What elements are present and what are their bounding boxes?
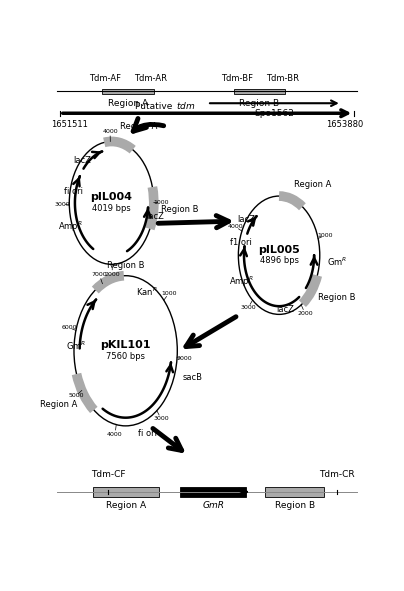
Text: pIL004: pIL004 <box>90 193 133 203</box>
Text: 1000: 1000 <box>153 200 168 205</box>
Text: lacZ: lacZ <box>73 155 91 164</box>
Text: 4000: 4000 <box>102 129 118 134</box>
Text: lacZ: lacZ <box>146 212 164 221</box>
Text: Region B: Region B <box>240 99 280 108</box>
Text: 2000: 2000 <box>105 272 120 277</box>
Text: Gm$^R$: Gm$^R$ <box>327 255 348 268</box>
Text: 3000: 3000 <box>153 416 169 421</box>
Text: Putative: Putative <box>135 102 176 111</box>
Text: 1000: 1000 <box>161 291 177 296</box>
Text: Gm$^R$: Gm$^R$ <box>66 340 86 352</box>
Text: Region A: Region A <box>120 122 158 131</box>
Text: Tdm-BF: Tdm-BF <box>221 74 253 83</box>
Text: f1 ori: f1 ori <box>230 238 252 247</box>
Text: 4000: 4000 <box>107 432 123 437</box>
Bar <box>93 487 158 497</box>
Text: lacZ: lacZ <box>237 215 255 225</box>
Text: pKIL101: pKIL101 <box>101 340 151 350</box>
Text: fi ori: fi ori <box>64 187 83 196</box>
Text: 4019 bps: 4019 bps <box>92 204 131 213</box>
Text: pIL005: pIL005 <box>258 245 300 255</box>
Text: Region A: Region A <box>294 180 331 190</box>
Text: lacZ: lacZ <box>276 304 294 313</box>
Text: Region B: Region B <box>107 261 144 270</box>
Text: 2000: 2000 <box>297 311 313 316</box>
Text: 3000: 3000 <box>55 202 70 207</box>
Text: 3000: 3000 <box>240 306 256 310</box>
Text: Tdm-CR: Tdm-CR <box>319 470 355 479</box>
Text: GmR: GmR <box>202 501 224 510</box>
Text: Kan$^R$: Kan$^R$ <box>136 285 158 298</box>
Text: Amp$^R$: Amp$^R$ <box>58 220 83 234</box>
Text: 4896 bps: 4896 bps <box>259 256 299 265</box>
Text: $tdm$: $tdm$ <box>176 99 195 111</box>
Text: Tdm-AR: Tdm-AR <box>134 74 167 83</box>
Bar <box>181 487 246 497</box>
Text: Region A: Region A <box>40 400 78 408</box>
Text: Spo1562: Spo1562 <box>255 109 294 118</box>
Text: fi ori: fi ori <box>138 429 157 438</box>
Text: Region B: Region B <box>318 293 356 302</box>
Text: 7000: 7000 <box>92 272 107 277</box>
Bar <box>102 89 154 94</box>
Text: 1651511: 1651511 <box>51 119 88 129</box>
Text: Tdm-BR: Tdm-BR <box>266 74 299 83</box>
Text: 1000: 1000 <box>317 233 332 238</box>
Text: Region A: Region A <box>105 501 146 510</box>
Bar <box>234 89 285 94</box>
Text: Region A: Region A <box>108 99 148 108</box>
Text: 6000: 6000 <box>61 325 77 330</box>
Text: 7560 bps: 7560 bps <box>106 352 145 361</box>
Text: sacB: sacB <box>182 373 202 382</box>
Text: Region B: Region B <box>275 501 315 510</box>
Text: Tdm-AF: Tdm-AF <box>89 74 121 83</box>
Text: 4000: 4000 <box>228 225 244 229</box>
Text: 5000: 5000 <box>68 393 84 398</box>
Text: Tdm-CF: Tdm-CF <box>91 470 126 479</box>
Text: Amp$^R$: Amp$^R$ <box>229 274 253 288</box>
Text: 2000: 2000 <box>176 356 192 361</box>
Bar <box>265 487 324 497</box>
Text: 1653880: 1653880 <box>326 119 364 129</box>
Text: Region B: Region B <box>162 204 199 214</box>
